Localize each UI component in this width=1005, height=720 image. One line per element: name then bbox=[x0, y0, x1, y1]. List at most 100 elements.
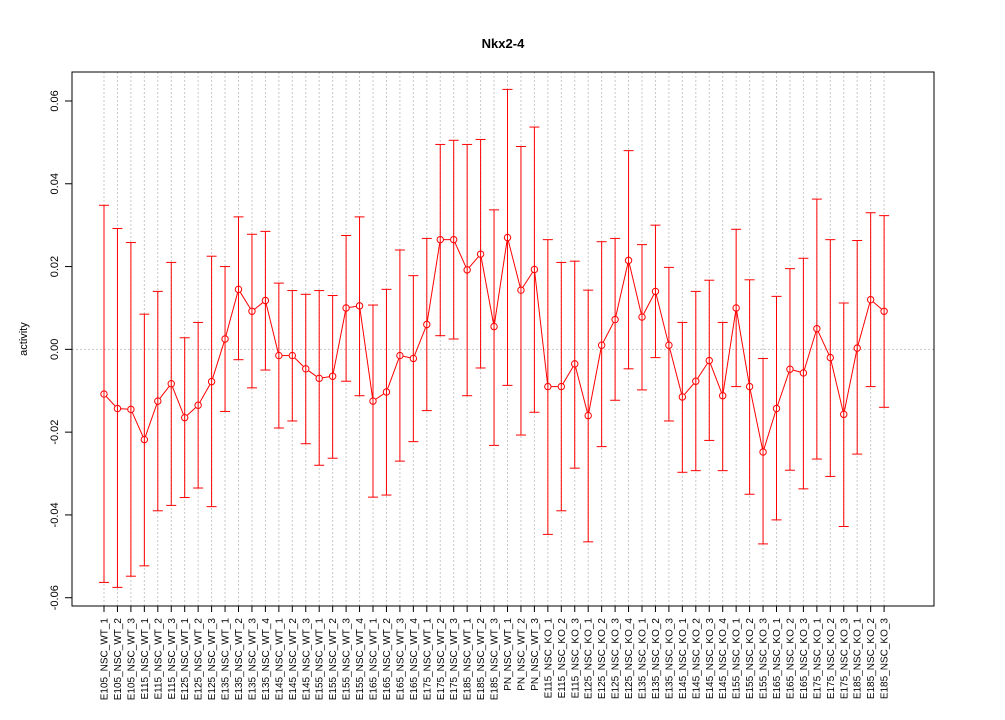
series-segment bbox=[159, 386, 170, 399]
data-point bbox=[342, 304, 350, 312]
data-point bbox=[302, 365, 310, 373]
x-tick-label: E175_NSC_WT_3 bbox=[449, 618, 460, 701]
error-bar bbox=[462, 143, 473, 397]
error-bar bbox=[421, 237, 432, 412]
series-segment bbox=[426, 243, 441, 322]
x-tick-label: E185_NSC_KO_1 bbox=[853, 618, 864, 700]
error-bar bbox=[556, 261, 567, 512]
error-bar bbox=[798, 257, 809, 490]
error-bar bbox=[354, 216, 365, 397]
data-point bbox=[261, 296, 270, 305]
x-tick-label: E175_NSC_KO_1 bbox=[812, 618, 823, 700]
error-bar bbox=[139, 313, 150, 567]
error-bar bbox=[448, 139, 459, 340]
x-tick-label: PN_NSC_WT_2 bbox=[516, 618, 527, 691]
data-point bbox=[140, 435, 149, 444]
x-tick-label: E175_NSC_WT_1 bbox=[422, 618, 433, 701]
series-segment bbox=[375, 393, 384, 400]
data-point bbox=[369, 397, 377, 405]
error-bar bbox=[408, 275, 419, 443]
data-point bbox=[611, 315, 619, 324]
x-tick-label: E155_NSC_WT_4 bbox=[355, 618, 366, 701]
error-bar bbox=[529, 126, 540, 413]
data-point bbox=[638, 313, 646, 321]
y-axis-label: activity bbox=[18, 322, 30, 356]
x-tick-label: E125_NSC_KO_4 bbox=[624, 618, 635, 700]
y-tick-label: 0.06 bbox=[49, 90, 61, 111]
series-segment bbox=[669, 348, 682, 394]
error-bar bbox=[758, 357, 769, 545]
y-tick-label: -0.04 bbox=[49, 502, 61, 527]
x-tick-label: E115_NSC_WT_1 bbox=[140, 618, 151, 700]
series-segment bbox=[186, 407, 196, 416]
series-segment bbox=[588, 348, 602, 413]
error-bar bbox=[273, 282, 284, 429]
series-segment bbox=[562, 366, 574, 384]
error-bar bbox=[569, 260, 580, 469]
series-segment bbox=[212, 342, 225, 379]
series-segment bbox=[749, 389, 763, 449]
data-point bbox=[275, 351, 283, 360]
x-tick-label: E185_NSC_WT_3 bbox=[490, 618, 501, 701]
y-tick-label: -0.06 bbox=[49, 585, 61, 610]
data-points bbox=[100, 233, 888, 456]
x-tick-label: E125_NSC_WT_2 bbox=[194, 618, 205, 701]
series-segment bbox=[697, 363, 708, 379]
x-tick-label: E115_NSC_KO_3 bbox=[570, 618, 581, 699]
data-point bbox=[127, 405, 135, 414]
series-segment bbox=[522, 272, 533, 288]
data-point bbox=[840, 410, 848, 419]
series-segment bbox=[628, 263, 642, 314]
x-tick-label: PN_NSC_WT_3 bbox=[530, 618, 541, 691]
error-bar bbox=[677, 321, 688, 473]
series-segment bbox=[454, 242, 467, 267]
series-segment bbox=[793, 369, 801, 373]
x-tick-label: E135_NSC_WT_4 bbox=[261, 618, 272, 701]
series-segment bbox=[294, 357, 304, 367]
x-tick-label: E175_NSC_WT_2 bbox=[436, 618, 447, 701]
series-segment bbox=[145, 404, 158, 437]
series-segment bbox=[763, 411, 776, 449]
x-tick-label: E185_NSC_WT_1 bbox=[463, 618, 474, 701]
x-tick-label: E155_NSC_KO_3 bbox=[759, 618, 770, 700]
x-tick-label: E125_NSC_KO_1 bbox=[584, 618, 595, 700]
series-segment bbox=[575, 367, 588, 413]
data-point bbox=[436, 235, 444, 244]
x-tick-label: PN_NSC_WT_1 bbox=[503, 618, 514, 691]
data-point bbox=[248, 307, 256, 315]
error-bar bbox=[838, 302, 849, 528]
data-point bbox=[194, 401, 202, 409]
error-bar bbox=[744, 279, 755, 495]
x-axis: E105_NSC_WT_1 E105_NSC_WT_2 E105_NSC_WT_3 E… bbox=[100, 605, 891, 701]
series-segment bbox=[843, 351, 857, 412]
series-segment bbox=[199, 384, 211, 403]
x-tick-label: E115_NSC_KO_2 bbox=[557, 618, 568, 699]
series-segment bbox=[322, 376, 330, 379]
x-tick-label: E125_NSC_WT_1 bbox=[180, 618, 191, 701]
error-bar bbox=[475, 138, 486, 369]
data-point bbox=[557, 382, 565, 391]
data-point bbox=[530, 265, 539, 274]
data-point bbox=[719, 392, 727, 400]
data-point bbox=[234, 285, 243, 294]
error-bar bbox=[220, 266, 231, 412]
x-tick-label: E105_NSC_WT_3 bbox=[126, 618, 137, 701]
data-point bbox=[759, 448, 767, 456]
data-point bbox=[476, 250, 485, 258]
data-point bbox=[772, 404, 781, 413]
y-tick-label: -0.02 bbox=[49, 420, 61, 445]
series-segment bbox=[643, 294, 655, 315]
series-segment bbox=[332, 311, 346, 373]
series-segment bbox=[534, 272, 548, 384]
x-tick-label: E145_NSC_WT_2 bbox=[288, 618, 299, 701]
y-tick-label: 0.00 bbox=[49, 339, 61, 360]
error-bar bbox=[811, 198, 822, 460]
error-bar bbox=[515, 146, 526, 436]
data-point bbox=[167, 380, 175, 388]
data-point bbox=[396, 351, 404, 360]
data-point bbox=[409, 354, 418, 363]
x-tick-label: E135_NSC_WT_3 bbox=[247, 618, 258, 701]
series-segment bbox=[830, 360, 844, 412]
series-segment bbox=[803, 331, 817, 370]
